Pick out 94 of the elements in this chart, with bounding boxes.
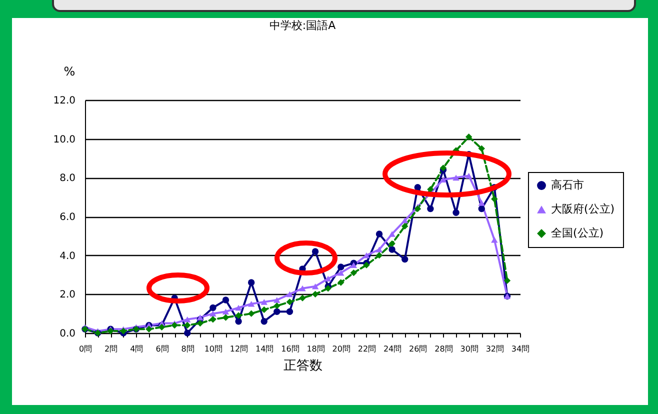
point xyxy=(286,308,294,315)
y-tick-label: 0.0 xyxy=(60,328,76,340)
x-tick-label: 24問 xyxy=(383,344,402,354)
point xyxy=(248,310,255,317)
point xyxy=(338,264,344,270)
point xyxy=(363,252,370,258)
point xyxy=(376,252,383,259)
x-tick-label: 12問 xyxy=(230,344,248,354)
point xyxy=(312,290,319,298)
point xyxy=(491,196,498,202)
point xyxy=(376,230,383,238)
point xyxy=(235,312,242,319)
legend-label: 大阪府(公立) xyxy=(551,202,615,216)
x-tick-label: 22問 xyxy=(358,344,376,354)
x-tick-label: 6問 xyxy=(156,344,169,354)
point xyxy=(452,209,460,216)
point xyxy=(260,306,268,314)
point xyxy=(504,277,511,284)
point xyxy=(414,205,421,212)
point xyxy=(222,314,230,321)
point xyxy=(427,205,434,212)
point xyxy=(376,246,383,252)
y-tick-label: 12.0 xyxy=(53,96,76,106)
point xyxy=(312,248,319,255)
y-tick-label: 2.0 xyxy=(60,290,76,301)
point xyxy=(196,320,204,327)
x-tick-label: 10問 xyxy=(204,344,223,354)
point xyxy=(171,322,178,329)
x-tick-label: 34問 xyxy=(511,344,530,354)
point xyxy=(248,279,255,286)
point xyxy=(402,217,408,224)
point xyxy=(402,222,408,230)
point xyxy=(184,322,191,329)
point xyxy=(286,291,294,298)
point xyxy=(465,134,472,140)
point xyxy=(210,304,216,312)
x-tick-label: 30問 xyxy=(460,344,478,354)
point xyxy=(338,270,344,276)
point xyxy=(350,262,358,268)
x-tick-label: 18問 xyxy=(306,344,325,354)
x-tick-label: 0問 xyxy=(78,344,92,354)
x-tick-label: 4問 xyxy=(130,344,144,354)
point xyxy=(414,184,421,191)
point xyxy=(235,318,242,325)
point xyxy=(478,145,485,152)
point xyxy=(286,298,294,306)
x-axis-title: 正答数 xyxy=(284,358,322,374)
point xyxy=(452,174,460,181)
point xyxy=(222,308,230,315)
chart-title: 中学校:国語A xyxy=(269,19,336,32)
x-tick-label: 28問 xyxy=(434,344,453,354)
point xyxy=(388,240,396,248)
point xyxy=(402,256,408,263)
y-axis-title: % xyxy=(64,64,76,78)
point xyxy=(299,294,306,302)
x-tick-label: 8問 xyxy=(181,344,194,354)
point xyxy=(274,302,280,310)
x-tick-label: 2問 xyxy=(104,344,118,354)
point xyxy=(350,269,358,276)
point xyxy=(260,299,268,305)
point xyxy=(146,326,152,332)
point xyxy=(274,297,280,303)
point xyxy=(210,310,216,316)
legend-label: 高石市 xyxy=(551,178,584,192)
y-tick-label: 6.0 xyxy=(60,212,76,223)
legend-label: 全国(公立) xyxy=(551,226,604,240)
point xyxy=(388,231,396,237)
point xyxy=(388,246,396,253)
point xyxy=(184,316,191,322)
x-tick-label: 20問 xyxy=(332,344,350,354)
x-tick-label: 16問 xyxy=(281,344,300,354)
point xyxy=(324,276,332,282)
point xyxy=(248,300,255,307)
y-tick-label: 4.0 xyxy=(60,250,76,262)
point xyxy=(478,200,485,206)
x-tick-label: 32問 xyxy=(486,344,504,354)
y-tick-label: 8.0 xyxy=(60,173,76,184)
point xyxy=(196,314,204,320)
point xyxy=(222,296,230,304)
x-tick-label: 26問 xyxy=(409,344,428,354)
point xyxy=(210,316,216,323)
point xyxy=(465,172,472,179)
point xyxy=(184,330,191,336)
y-tick-label: 10.0 xyxy=(53,134,76,146)
point xyxy=(478,205,485,212)
x-tick-label: 14問 xyxy=(256,344,274,354)
point xyxy=(235,304,242,311)
point xyxy=(312,283,319,290)
point xyxy=(338,279,344,286)
point xyxy=(299,285,306,292)
point xyxy=(491,236,498,243)
point xyxy=(427,186,434,193)
point xyxy=(274,308,280,315)
point xyxy=(260,318,268,325)
